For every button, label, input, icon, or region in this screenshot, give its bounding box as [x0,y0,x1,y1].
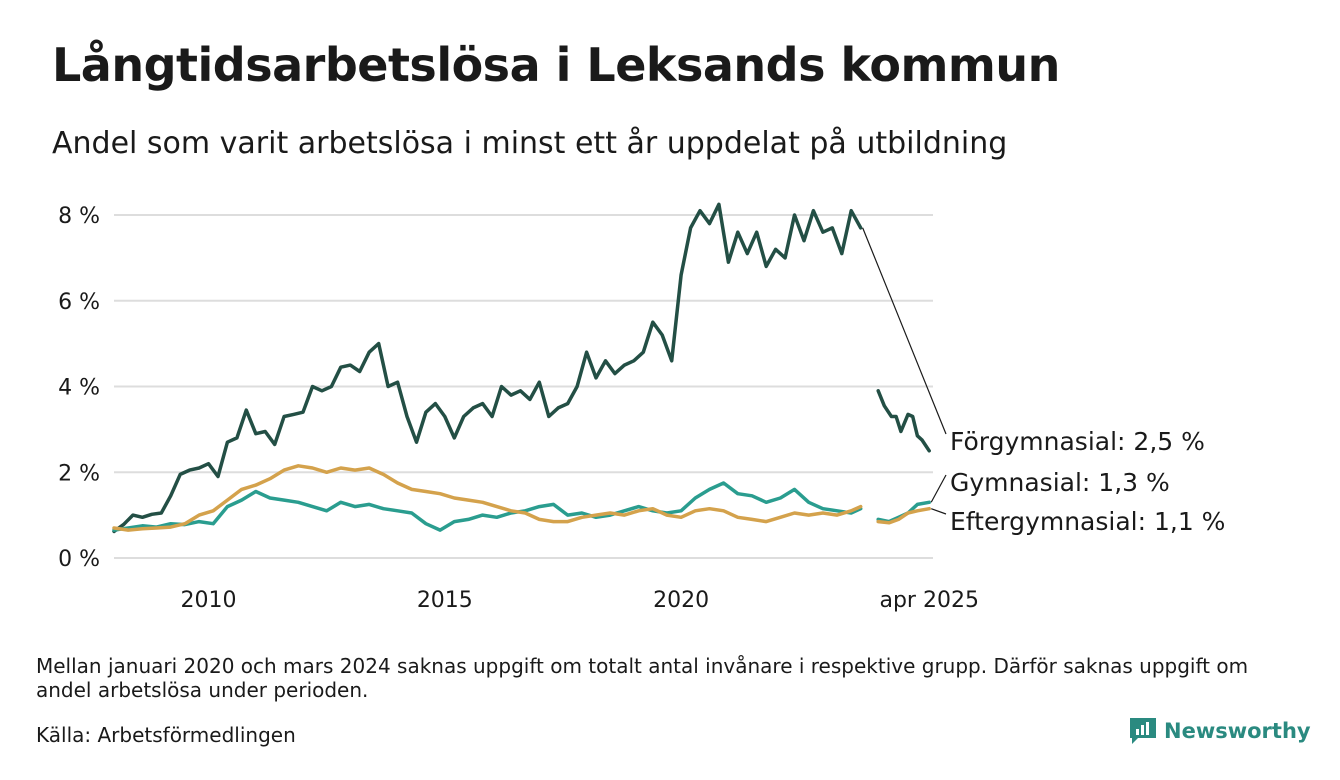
series-lines [112,202,931,534]
footnote: Mellan januari 2020 och mars 2024 saknas… [36,654,1249,702]
page-subtitle: Andel som varit arbetslösa i minst ett å… [52,126,1008,161]
series-line [112,464,863,532]
x-tick-label: 2020 [653,588,709,613]
y-tick-label: 0 % [58,547,100,572]
series-end-label: Gymnasial: 1,3 % [950,468,1170,497]
series-end-labels: Förgymnasial: 2,5 % Gymnasial: 1,3 % Efter… [862,227,1225,536]
series-end-label: Eftergymnasial: 1,1 % [950,507,1225,536]
x-tick-label: 2010 [181,588,237,613]
y-tick-label: 2 % [58,461,100,486]
series-line [876,500,931,524]
label-connector [930,474,947,503]
label-connector [931,508,947,515]
brand-logo[interactable]: Newsworthy [1128,716,1311,746]
series-end-label: Förgymnasial: 2,5 % [950,427,1205,456]
page-title: Långtidsarbetslösa i Leksands kommun [52,38,1060,92]
grid [114,214,933,559]
brand-name: Newsworthy [1164,719,1311,743]
label-connector [862,227,947,435]
y-axis-labels: 0 % 2 % 4 % 6 % 8 % [58,204,100,572]
x-tick-label: 2015 [417,588,473,613]
source-note: Källa: Arbetsförmedlingen [36,723,296,747]
series-line [112,481,863,532]
newsworthy-logo-icon [1130,718,1156,744]
x-axis-labels: 2010 2015 2020 apr 2025 [181,588,979,613]
series-line [876,389,931,453]
y-tick-label: 8 % [58,204,100,229]
series-line [112,202,863,534]
line-chart: 0 % 2 % 4 % 6 % 8 % 2010 2015 2020 apr 2025 För… [58,202,1225,613]
y-tick-label: 6 % [58,290,100,315]
x-tick-label: apr 2025 [879,588,978,613]
series-line [876,506,931,525]
y-tick-label: 4 % [58,376,100,401]
